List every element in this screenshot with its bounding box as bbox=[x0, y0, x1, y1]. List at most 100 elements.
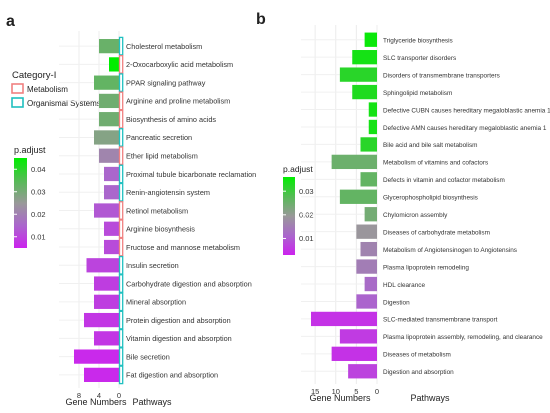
panel-b-ylabel: Pathways bbox=[410, 393, 450, 403]
bar-defective-amn-causes-hereditary-megaloblastic-anemia-1 bbox=[368, 119, 377, 135]
pathway-label: Retinol metabolism bbox=[126, 206, 188, 215]
pathway-label: Metabolism of vitamins and cofactors bbox=[383, 160, 488, 167]
bar-metabolism-of-angiotensinogen-to-angiotensins bbox=[360, 241, 377, 257]
pathway-label: Defective CUBN causes hereditary megalob… bbox=[383, 107, 550, 114]
pathway-label: SLC transporter disorders bbox=[383, 55, 456, 62]
colorbar-tick-label: 0.02 bbox=[299, 210, 314, 219]
pathway-label: Defective AMN causes hereditary megalobl… bbox=[383, 125, 547, 132]
legend-key-organismal-systems bbox=[11, 97, 24, 108]
bar-bile-acid-and-bile-salt-metabolism bbox=[360, 137, 377, 152]
category-strip-organismal-systems bbox=[118, 328, 124, 348]
colorbar-tick-label: 0.03 bbox=[299, 187, 314, 196]
category-legend-title: Category-I bbox=[12, 70, 56, 81]
x-tick-label: 15 bbox=[311, 387, 319, 396]
panel-a-bars bbox=[74, 39, 119, 382]
pathway-label: Carbohydrate digestion and absorption bbox=[126, 279, 252, 288]
bar-defects-in-vitamin-and-cofactor-metabolism bbox=[360, 172, 377, 187]
pathway-label: Defects in vitamin and cofactor metaboli… bbox=[383, 177, 505, 184]
bar-arginine-and-proline-metabolism bbox=[99, 93, 119, 109]
bar-renin-angiotensin-system bbox=[104, 185, 119, 200]
pathway-label: Disorders of transmembrane transporters bbox=[383, 72, 500, 79]
pathway-label: Sphingolipid metabolism bbox=[383, 90, 452, 97]
bar-slc-transporter-disorders bbox=[352, 50, 377, 65]
x-tick-label: 10 bbox=[332, 387, 340, 396]
pathway-label: Vitamin digestion and absorption bbox=[126, 334, 232, 343]
pathway-label: Protein digestion and absorption bbox=[126, 316, 231, 325]
bar-diseases-of-metabolism bbox=[331, 346, 377, 361]
panel-b-pathway-labels: Triglyceride biosynthesis SLC transporter… bbox=[383, 38, 550, 377]
bar-biosynthesis-of-amino-acids bbox=[99, 112, 119, 127]
pathway-label: Arginine and proline metabolism bbox=[126, 97, 230, 106]
category-strip-organismal-systems bbox=[118, 274, 124, 293]
bar-vitamin-digestion-and-absorption bbox=[94, 331, 119, 346]
panel-label-b: b bbox=[256, 11, 266, 28]
bar-chylomicron-assembly bbox=[364, 207, 377, 222]
category-strip-organismal-systems bbox=[118, 73, 124, 93]
category-strip-organismal-systems bbox=[118, 310, 124, 330]
colorbar-tick-label: 0.04 bbox=[31, 165, 46, 174]
panel-a-xlabel: Gene Numbers bbox=[65, 397, 127, 407]
colorbar-tick-label: 0.01 bbox=[299, 234, 314, 243]
panel-a-category-strips bbox=[118, 36, 124, 385]
colorbar-a bbox=[14, 158, 27, 248]
pathway-label: Digestion bbox=[383, 299, 410, 306]
pathway-label: Triglyceride biosynthesis bbox=[383, 38, 453, 45]
pathway-label: Arginine biosynthesis bbox=[126, 225, 195, 234]
panel-b-x-ticks: 15 10 5 0 bbox=[311, 387, 379, 396]
bar-ether-lipid-metabolism bbox=[99, 148, 119, 163]
bar-fat-digestion-and-absorption bbox=[84, 367, 119, 382]
category-strip-organismal-systems bbox=[118, 128, 124, 147]
pathway-label: Proximal tubule bicarbonate reclamation bbox=[126, 170, 256, 179]
colorbar-a-ticks: 0.04 0.03 0.02 0.01 bbox=[14, 165, 46, 241]
pathway-label: Bile secretion bbox=[126, 352, 170, 361]
pathway-label: Renin-angiotensin system bbox=[126, 188, 210, 197]
legend-key-metabolism bbox=[11, 83, 24, 94]
colorbar-b bbox=[283, 177, 295, 255]
pathway-label: Mineral absorption bbox=[126, 298, 186, 307]
bar-cholesterol-metabolism bbox=[99, 39, 119, 54]
pathway-label: 2-Oxocarboxylic acid metabolism bbox=[126, 60, 233, 69]
panel-b-bars bbox=[311, 32, 377, 379]
pathway-label: Fructose and mannose metabolism bbox=[126, 243, 240, 252]
colorbar-tick-label: 0.03 bbox=[31, 187, 46, 196]
bar-arginine-biosynthesis bbox=[104, 221, 119, 236]
colorbar-tick-label: 0.01 bbox=[31, 232, 46, 241]
category-strip-organismal-systems bbox=[118, 182, 124, 202]
category-strip-organismal-systems bbox=[118, 347, 124, 366]
category-strip-organismal-systems bbox=[118, 164, 124, 184]
bar-plasma-lipoprotein-assembly-remodeling-and-clearance bbox=[339, 329, 377, 344]
pathway-label: Biosynthesis of amino acids bbox=[126, 115, 216, 124]
x-tick-label: 0 bbox=[117, 391, 121, 400]
colorbar-b-title: p.adjust bbox=[283, 164, 313, 174]
colorbar-a-title: p.adjust bbox=[14, 145, 46, 155]
colorbar-b-ticks: 0.03 0.02 0.01 bbox=[283, 187, 314, 243]
pathway-label: Glycerophospholipid biosynthesis bbox=[383, 195, 478, 202]
x-tick-label: 4 bbox=[97, 391, 101, 400]
pathway-label: Plasma lipoprotein remodeling bbox=[383, 264, 469, 271]
bar-mineral-absorption bbox=[94, 294, 119, 309]
bar-retinol-metabolism bbox=[94, 203, 119, 218]
pathway-label: Pancreatic secretion bbox=[126, 133, 192, 142]
category-strip-metabolism bbox=[118, 219, 124, 239]
bar-glycerophospholipid-biosynthesis bbox=[339, 189, 377, 204]
category-strip-organismal-systems bbox=[118, 292, 124, 312]
category-strip-metabolism bbox=[118, 237, 124, 257]
category-strip-organismal-systems bbox=[118, 255, 124, 275]
bar-bile-secretion bbox=[74, 349, 119, 364]
bar-disorders-of-transmembrane-transporters bbox=[339, 67, 377, 82]
colorbar-tick-label: 0.02 bbox=[31, 210, 46, 219]
panel-label-a: a bbox=[6, 13, 15, 30]
pathway-label: Chylomicron assembly bbox=[383, 212, 448, 219]
pathway-label: Metabolism of Angiotensinogen to Angiote… bbox=[383, 247, 517, 254]
x-tick-label: 0 bbox=[375, 387, 379, 396]
bar-2-oxocarboxylic-acid-metabolism bbox=[109, 57, 119, 72]
bar-defective-cubn-causes-hereditary-megaloblastic-anemia-1 bbox=[368, 102, 377, 117]
bar-slc-mediated-transmembrane-transport bbox=[311, 311, 377, 327]
pathway-label: Insulin secretion bbox=[126, 261, 179, 270]
bar-plasma-lipoprotein-remodeling bbox=[356, 259, 377, 274]
pathway-label: Fat digestion and absorption bbox=[126, 371, 218, 380]
bar-triglyceride-biosynthesis bbox=[364, 32, 377, 47]
category-strip-organismal-systems bbox=[118, 36, 124, 56]
category-strip-organismal-systems bbox=[118, 365, 124, 385]
